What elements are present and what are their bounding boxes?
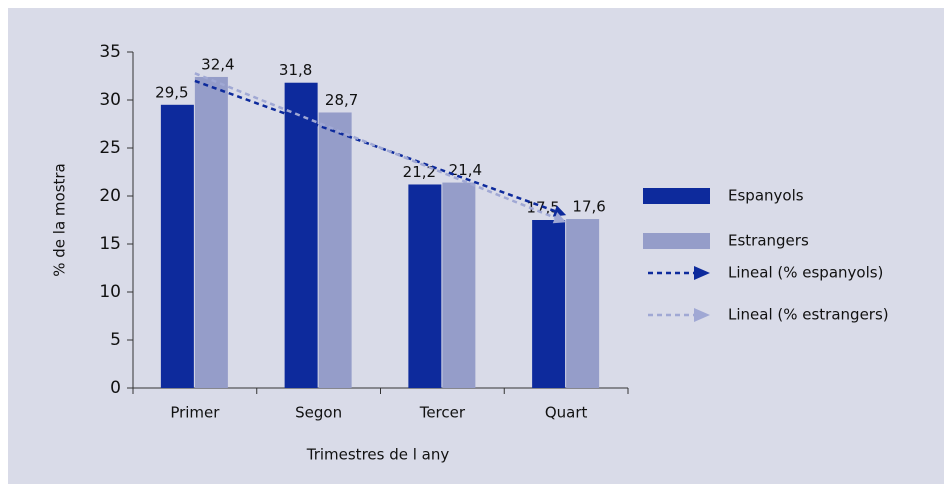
data-label: 21,2 <box>403 163 436 181</box>
bar <box>284 82 318 388</box>
trendline-arrow <box>552 205 567 217</box>
legend-label: Estrangers <box>728 232 809 250</box>
trendline <box>194 79 556 213</box>
bar <box>566 219 600 388</box>
x-tick-label: Tercer <box>419 404 466 422</box>
bar <box>442 182 476 388</box>
bar <box>194 76 228 389</box>
x-tick-label: Quart <box>545 404 588 422</box>
x-axis-title: Trimestres de l any <box>306 446 450 464</box>
data-label: 29,5 <box>155 83 188 101</box>
y-tick-label: 5 <box>110 330 121 350</box>
y-tick-label: 20 <box>99 186 121 206</box>
data-label: 21,4 <box>449 161 482 179</box>
bar <box>532 220 566 388</box>
y-tick-label: 10 <box>99 282 121 302</box>
legend-arrow <box>694 266 710 280</box>
y-tick-label: 35 <box>99 42 121 62</box>
y-tick-label: 25 <box>99 138 121 158</box>
legend-label: Lineal (% espanyols) <box>728 264 883 282</box>
trendline-arrow <box>552 212 567 224</box>
data-label: 31,8 <box>279 61 312 79</box>
trendline <box>194 72 556 219</box>
legend-swatch <box>643 233 710 249</box>
y-tick-label: 30 <box>99 90 121 110</box>
legend-arrow <box>694 308 710 322</box>
bar <box>318 112 352 388</box>
data-label: 32,4 <box>201 55 234 73</box>
legend-label: Espanyols <box>728 187 804 205</box>
bar <box>160 104 194 389</box>
data-label: 17,6 <box>572 198 605 216</box>
x-tick-label: Primer <box>170 404 220 422</box>
y-tick-label: 0 <box>110 378 121 398</box>
legend-label: Lineal (% estrangers) <box>728 306 889 324</box>
data-label: 28,7 <box>325 91 358 109</box>
legend-swatch <box>643 188 710 204</box>
y-axis-title: % de la mostra <box>51 163 69 277</box>
bar <box>408 184 442 388</box>
y-tick-label: 15 <box>99 234 121 254</box>
x-tick-label: Segon <box>295 404 342 422</box>
